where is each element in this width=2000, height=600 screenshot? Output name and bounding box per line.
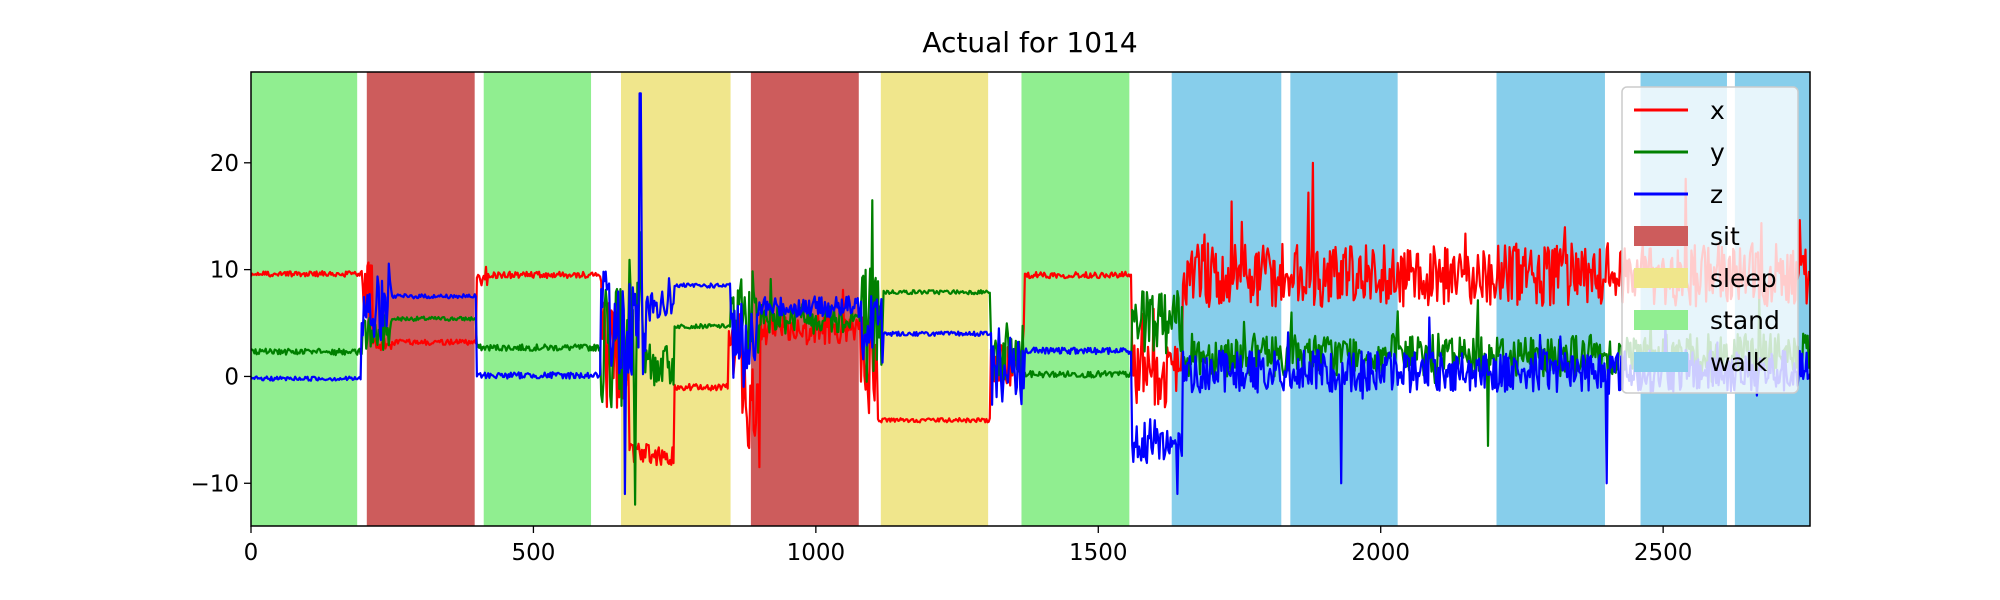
x-tick-label: 0 — [244, 540, 259, 566]
legend-label-walk: walk — [1710, 348, 1768, 377]
legend-swatch-sit — [1634, 226, 1688, 246]
activity-band-stand — [483, 72, 592, 526]
x-tick-label: 1500 — [1069, 540, 1128, 566]
legend-label-stand: stand — [1710, 306, 1780, 335]
y-tick-label: 10 — [210, 258, 239, 284]
y-tick-label: 20 — [210, 151, 239, 177]
x-tick-label: 1000 — [787, 540, 846, 566]
x-tick-label: 2500 — [1634, 540, 1693, 566]
legend-label-z: z — [1710, 180, 1723, 209]
legend-swatch-stand — [1634, 310, 1688, 330]
x-axis: 0 500 1000 1500 2000 2500 — [244, 526, 1693, 566]
activity-band-walk — [1171, 72, 1282, 526]
x-tick-label: 2000 — [1351, 540, 1410, 566]
series-line-x — [251, 161, 1810, 469]
legend-label-x: x — [1710, 96, 1725, 125]
y-axis: −10 0 10 20 — [190, 151, 251, 497]
legend: xyz sit sleep stand walk — [1621, 86, 1799, 394]
chart-title: Actual for 1014 — [922, 26, 1137, 59]
activity-band-stand — [1021, 72, 1130, 526]
series-lines — [251, 92, 1810, 506]
y-tick-label: −10 — [190, 471, 239, 497]
legend-label-sit: sit — [1710, 222, 1740, 251]
axes-frame — [250, 71, 1811, 527]
legend-swatch-walk — [1634, 352, 1688, 372]
y-tick-label: 0 — [224, 364, 239, 390]
activity-band-sit — [750, 72, 859, 526]
series-line-z — [251, 92, 1810, 496]
x-tick-label: 500 — [511, 540, 555, 566]
plot-area — [251, 72, 1810, 526]
activity-band-sleep — [880, 72, 989, 526]
legend-label-y: y — [1710, 138, 1725, 167]
activity-bands — [251, 72, 1810, 526]
legend-label-sleep: sleep — [1710, 264, 1777, 293]
activity-band-stand — [251, 72, 358, 526]
legend-swatch-sleep — [1634, 268, 1688, 288]
